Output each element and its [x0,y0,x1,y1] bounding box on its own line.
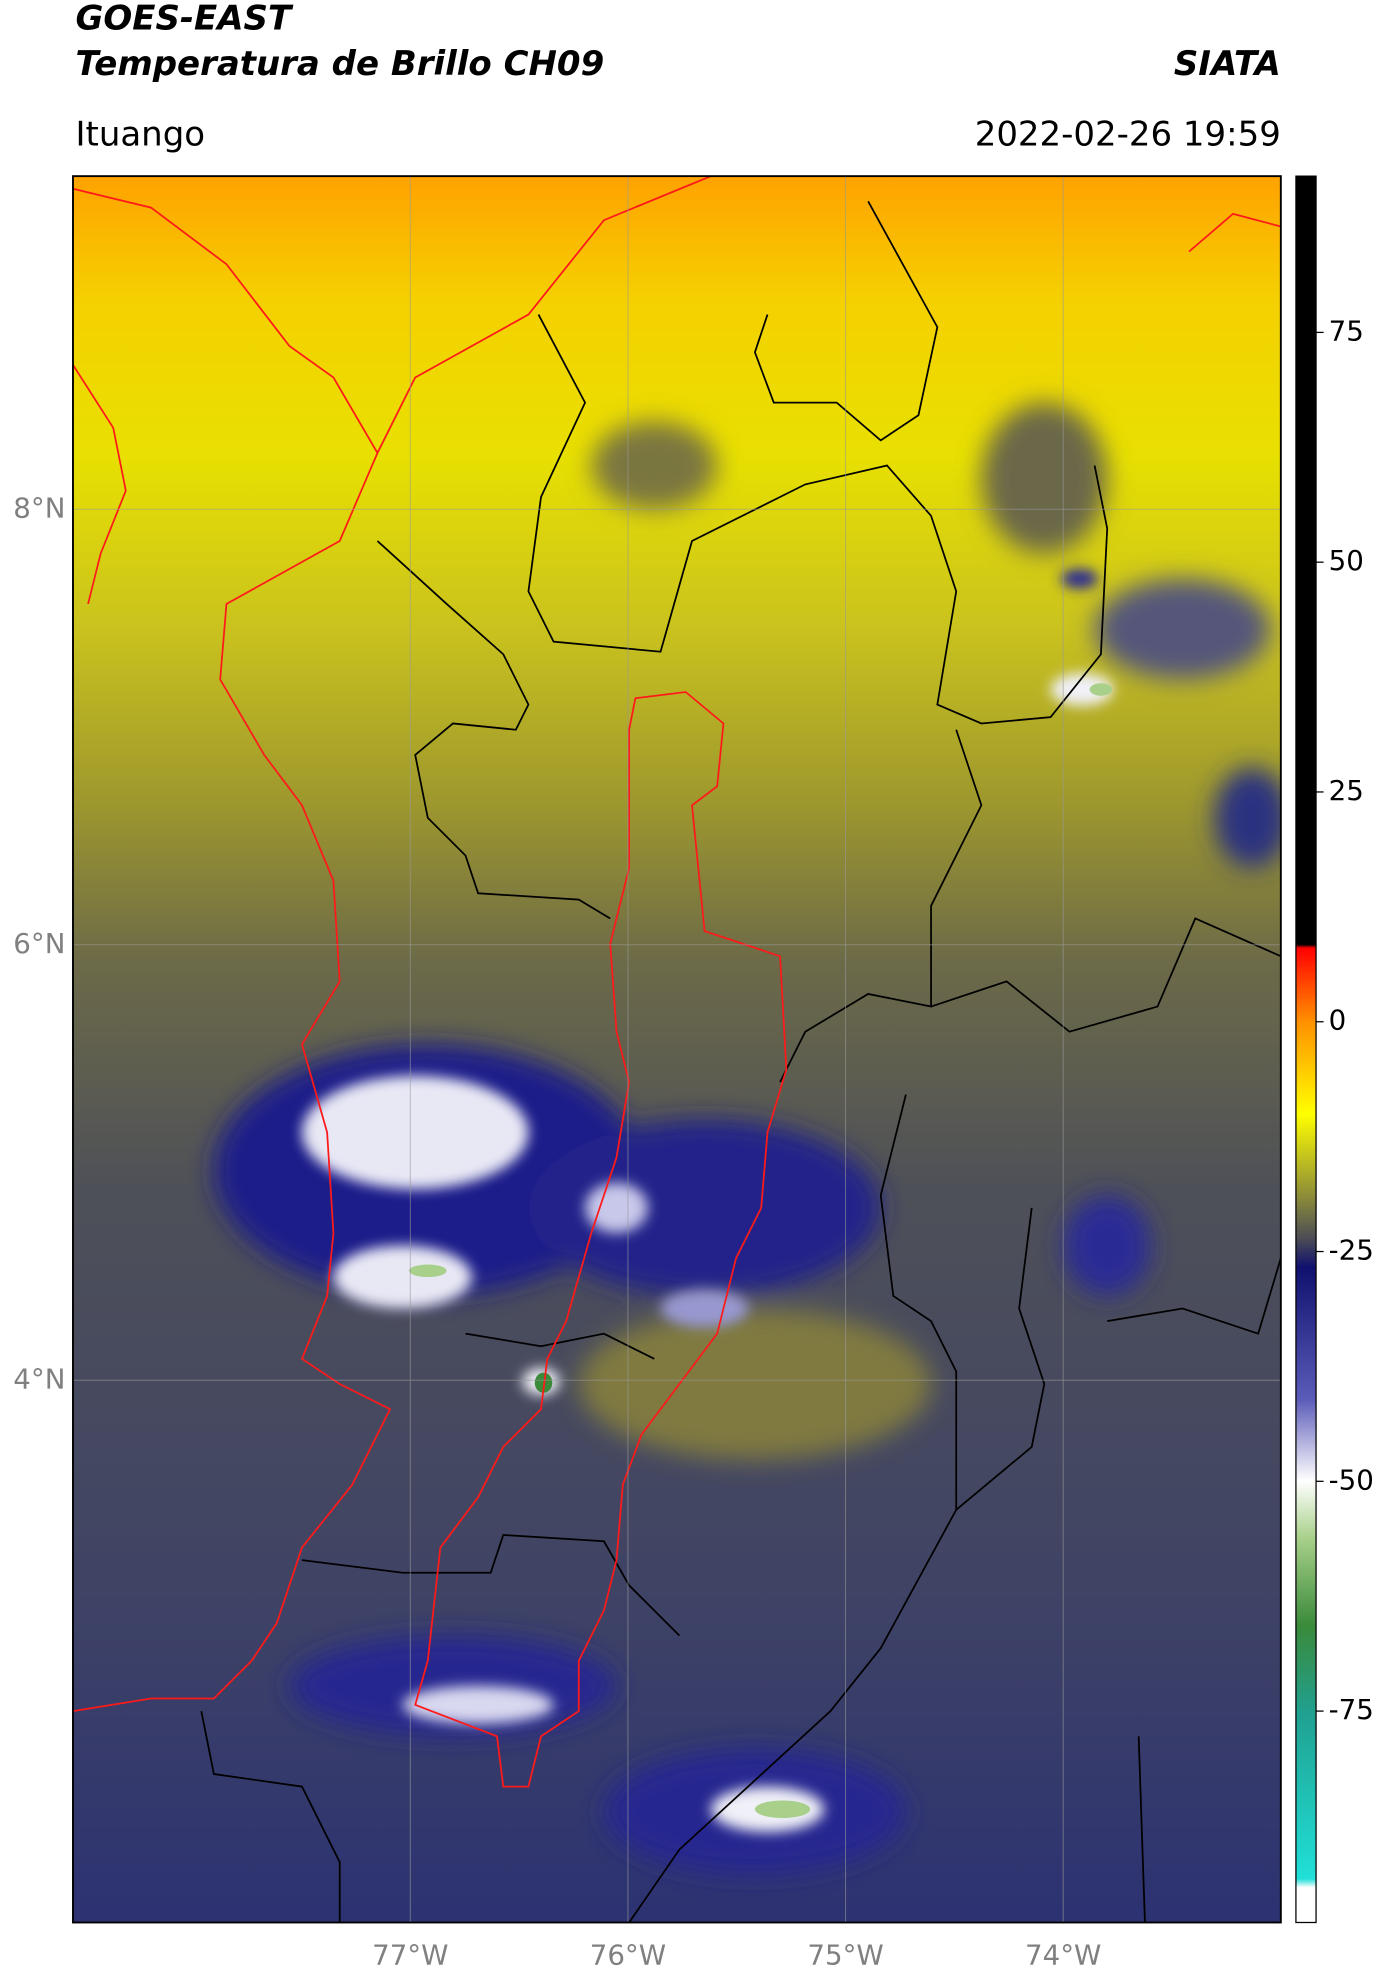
colorbar-label: -50 [1329,1463,1374,1496]
x-tick-label: 75°W [807,1938,883,1971]
y-tick-label: 4°N [13,1362,65,1395]
map-frame [72,175,1282,1924]
colorbar-label: 0 [1329,1004,1347,1037]
x-tick-label: 76°W [590,1938,666,1971]
source: SIATA [1174,44,1281,84]
colorbar-label: 50 [1329,544,1364,577]
location: Ituango [75,114,205,154]
y-tick-label: 8°N [13,491,65,524]
y-tick-label: 6°N [13,927,65,960]
colorbar-label: -75 [1329,1693,1374,1726]
colorbar [1295,175,1317,1924]
colorbar-label: 25 [1329,774,1364,807]
grid [72,176,1281,1923]
timestamp: 2022-02-26 19:59 [975,114,1281,154]
title: GOES-EAST [75,0,293,39]
colorbar-label: 75 [1329,314,1364,347]
subtitle: Temperatura de Brillo CH09 [75,44,604,84]
x-tick-label: 77°W [372,1938,448,1971]
raster [72,176,1281,1923]
x-tick-label: 74°W [1025,1938,1101,1971]
colorbar-label: -25 [1329,1234,1374,1267]
